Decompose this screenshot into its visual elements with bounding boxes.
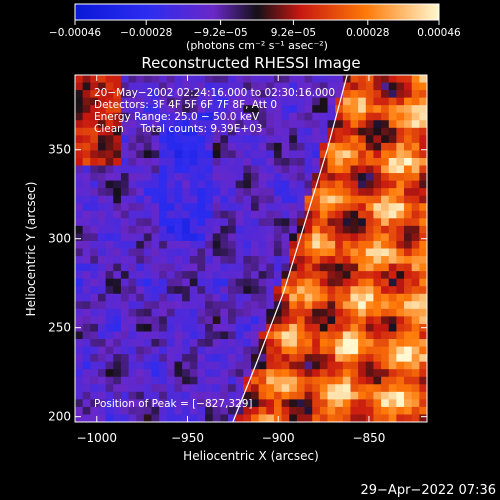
y-axis-label: Heliocentric Y (arcsec) bbox=[24, 182, 38, 317]
colorbar-tick-label: 9.2e−05 bbox=[271, 27, 316, 39]
colorbar-label: (photons cm⁻² s⁻¹ asec⁻²) bbox=[186, 39, 328, 52]
y-tick-label: 250 bbox=[48, 321, 71, 335]
annotation-detectors: Detectors: 3F 4F 5F 6F 7F 8F, Att 0 bbox=[94, 99, 277, 111]
chart-title: Reconstructed RHESSI Image bbox=[141, 54, 360, 72]
plot-frame bbox=[74, 74, 428, 423]
colorbar-ticks: −0.00046 −0.00028 −9.2e−05 9.2e−05 0.00028 0.… bbox=[49, 20, 461, 39]
colorbar-tick-label: 0.00046 bbox=[417, 27, 461, 39]
x-tick-label: −1000 bbox=[76, 431, 117, 445]
y-tick-label: 200 bbox=[48, 410, 71, 424]
y-tick-label: 300 bbox=[48, 232, 71, 246]
annotation-time-range: 20−May−2002 02:24:16.000 to 02:30:16.000 bbox=[94, 87, 335, 99]
y-tick-label: 350 bbox=[48, 143, 71, 157]
x-axis-ticks: −1000 −950 −900 −850 bbox=[76, 75, 385, 445]
footer-timestamp: 29−Apr−2022 07:36 bbox=[361, 483, 497, 498]
colorbar-tick-label: 0.00028 bbox=[346, 27, 389, 39]
x-axis-label: Heliocentric X (arcsec) bbox=[183, 449, 319, 463]
annotation-energy-range: Energy Range: 25.0 − 50.0 keV bbox=[94, 111, 260, 123]
solar-limb-curve bbox=[232, 75, 348, 422]
x-tick-label: −850 bbox=[352, 431, 385, 445]
colorbar bbox=[74, 3, 440, 21]
x-tick-label: −950 bbox=[171, 431, 204, 445]
colorbar-tick-label: −9.2e−05 bbox=[194, 27, 248, 39]
peak-position-label: Position of Peak = [−827,329] bbox=[94, 398, 253, 410]
annotation-clean-counts: Clean Total counts: 9.39E+03 bbox=[94, 123, 263, 135]
y-axis-ticks: 200 250 300 350 bbox=[48, 143, 427, 424]
x-tick-label: −900 bbox=[262, 431, 295, 445]
colorbar-tick-label: −0.00028 bbox=[120, 27, 172, 39]
heatmap-image bbox=[75, 75, 427, 422]
colorbar-tick-label: −0.00046 bbox=[49, 27, 102, 39]
